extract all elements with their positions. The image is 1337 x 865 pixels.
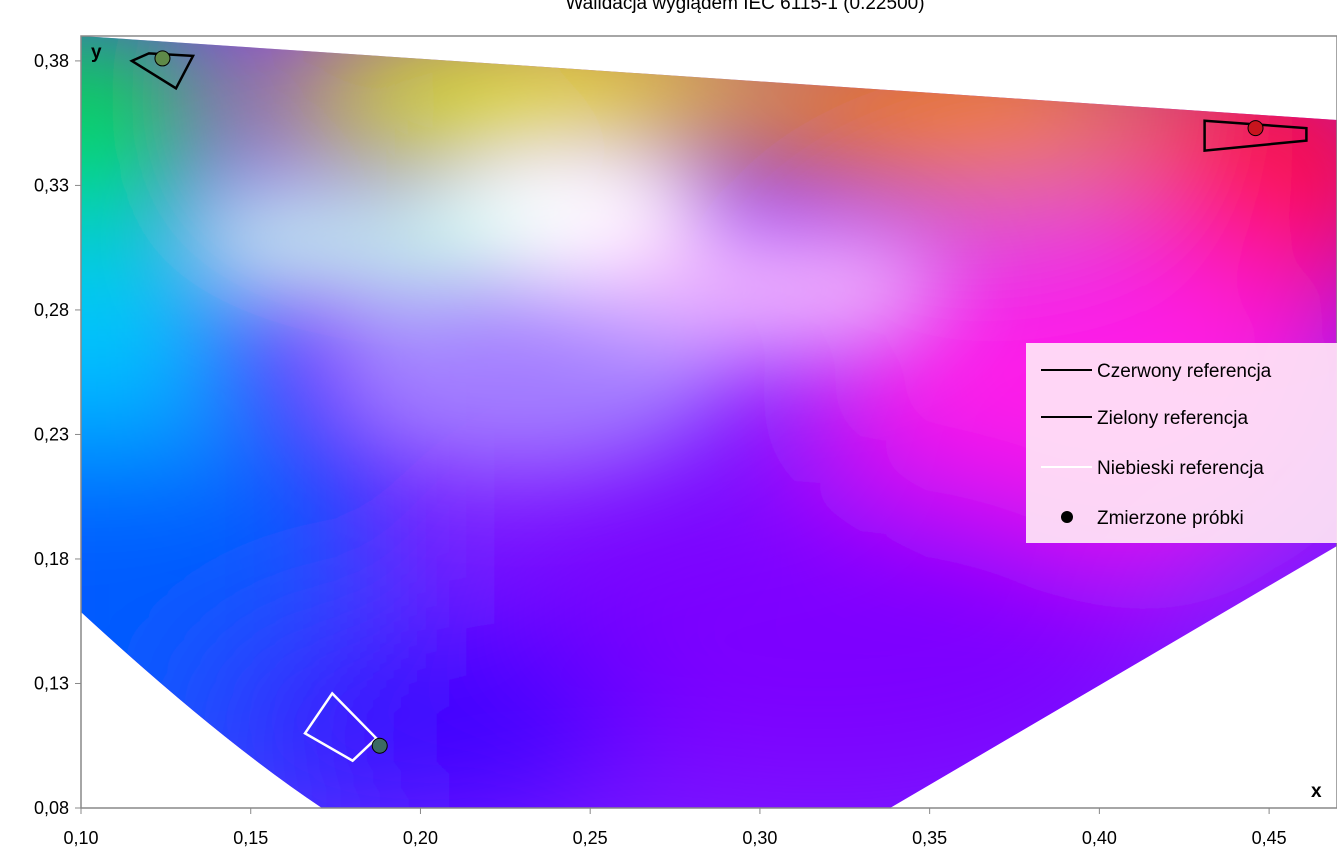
y-tick-label: 0,38 xyxy=(34,51,69,71)
y-tick-label: 0,33 xyxy=(34,175,69,195)
x-tick-label: 0,15 xyxy=(233,828,268,848)
chart-title: Walidacja wyglądem IEC 6115-1 (0.22500) xyxy=(565,0,924,14)
x-axis-label: x xyxy=(1311,781,1322,802)
measured-sample-point xyxy=(1247,120,1264,137)
y-axis-label: y xyxy=(91,42,102,63)
legend-label-blue: Niebieski referencja xyxy=(1097,458,1264,479)
legend-marker-measured xyxy=(1061,511,1073,523)
x-axis-ticks: 0,10 0,15 0,20 0,25 0,30 0,35 0,40 0,45 xyxy=(63,808,1287,848)
y-tick-label: 0,28 xyxy=(34,300,69,320)
legend-label-red: Czerwony referencja xyxy=(1097,361,1272,382)
legend-label-measured: Zmierzone próbki xyxy=(1097,508,1244,529)
legend-box xyxy=(1026,343,1337,543)
y-tick-label: 0,08 xyxy=(34,798,69,818)
reference-polygon-2 xyxy=(303,691,379,763)
x-tick-label: 0,45 xyxy=(1252,828,1287,848)
x-tick-label: 0,35 xyxy=(912,828,947,848)
legend: Czerwony referencja Zielony referencja N… xyxy=(1026,343,1337,543)
reference-polygon-0 xyxy=(1203,119,1308,152)
y-tick-label: 0,13 xyxy=(34,673,69,693)
y-tick-label: 0,18 xyxy=(34,549,69,569)
y-axis-ticks: 0,08 0,13 0,18 0,23 0,28 0,33 0,38 xyxy=(34,51,81,818)
measured-sample-point xyxy=(371,737,388,754)
measured-sample-point xyxy=(154,50,171,67)
x-tick-label: 0,40 xyxy=(1082,828,1117,848)
plot-area-frame xyxy=(80,35,1337,809)
x-tick-label: 0,20 xyxy=(403,828,438,848)
x-tick-label: 0,10 xyxy=(63,828,98,848)
legend-label-green: Zielony referencja xyxy=(1097,408,1248,429)
reference-polygon-1 xyxy=(129,52,196,91)
x-tick-label: 0,30 xyxy=(742,828,777,848)
x-tick-label: 0,25 xyxy=(573,828,608,848)
y-tick-label: 0,23 xyxy=(34,424,69,444)
series-marks xyxy=(129,50,1308,763)
